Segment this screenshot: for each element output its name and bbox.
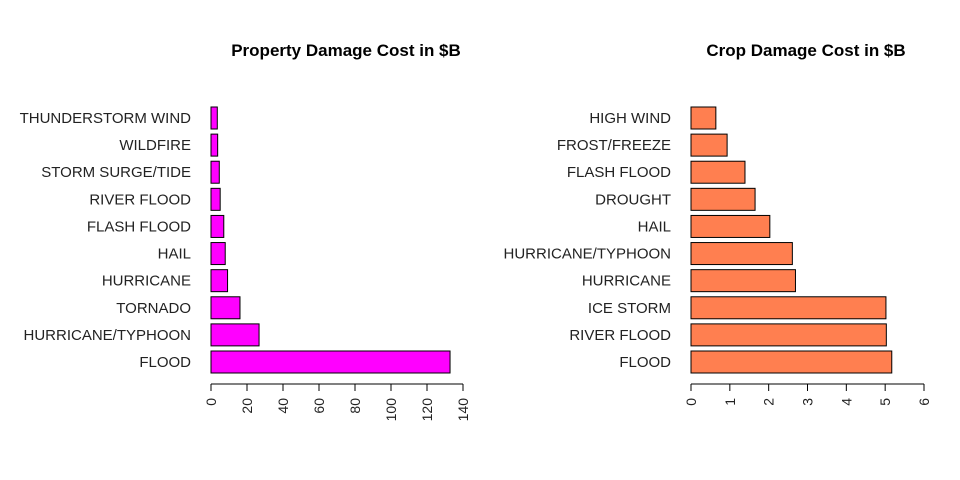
property-x-tick-label: 60 (311, 398, 327, 414)
crop-category-label: FLOOD (619, 354, 671, 371)
crop-category-label: HURRICANE/TYPHOON (503, 246, 671, 263)
crop-category-label: ICE STORM (588, 300, 671, 317)
property-bar-river-flood (210, 187, 221, 211)
property-bar-thunderstorm-wind (210, 106, 218, 130)
property-x-tick-label: 100 (383, 398, 399, 422)
crop-category-label: HIGH WIND (589, 110, 671, 127)
crop-category-label: DROUGHT (595, 191, 671, 208)
property-bar-hail (210, 242, 226, 266)
property-category-label: TORNADO (116, 300, 191, 317)
crop-x-tick-label: 1 (722, 398, 738, 406)
crop-category-label: HAIL (638, 218, 671, 235)
crop-category-label: FLASH FLOOD (567, 164, 671, 181)
crop-bar-drought (690, 187, 756, 211)
property-x-tick-label: 120 (419, 398, 435, 422)
property-bar-storm-surge-tide (210, 160, 220, 184)
crop-x-tick-label: 3 (800, 398, 816, 406)
crop-bar-flood (690, 350, 893, 374)
crop-category-label: FROST/FREEZE (557, 137, 671, 154)
property-x-tick-label: 0 (203, 398, 219, 406)
property-category-label: STORM SURGE/TIDE (41, 164, 191, 181)
property-category-label: HURRICANE (102, 273, 191, 290)
crop-bar-hurricane-typhoon (690, 242, 793, 266)
property-category-label: RIVER FLOOD (89, 191, 191, 208)
property-bar-tornado (210, 296, 241, 320)
property-x-tick-label: 80 (347, 398, 363, 414)
crop-bar-flash-flood (690, 160, 746, 184)
property-bar-wildfire (210, 133, 219, 157)
crop-bar-hurricane (690, 269, 796, 293)
property-category-label: HURRICANE/TYPHOON (23, 327, 191, 344)
crop-bar-ice-storm (690, 296, 887, 320)
property-category-label: THUNDERSTORM WIND (20, 110, 192, 127)
property-plot-area: FLOOD HURRICANE/TYPHOON TORNADO HURRICANE HA… (20, 106, 471, 422)
crop-x-tick-label: 2 (761, 398, 777, 406)
crop-category-label: HURRICANE (582, 273, 671, 290)
property-chart-title: Property Damage Cost in $B (231, 41, 461, 60)
crop-chart-title: Crop Damage Cost in $B (706, 41, 905, 60)
property-bar-hurricane (210, 269, 229, 293)
property-x-tick-label: 140 (455, 398, 471, 422)
crop-bar-hail (690, 214, 771, 238)
property-category-label: FLASH FLOOD (87, 218, 191, 235)
crop-x-tick-label: 4 (838, 398, 854, 406)
property-bar-hurricane-typhoon (210, 323, 260, 347)
crop-x-tick-label: 0 (683, 398, 699, 406)
property-bar-flood (210, 350, 451, 374)
crop-bar-frost-freeze (690, 133, 728, 157)
property-category-label: WILDFIRE (119, 137, 191, 154)
crop-damage-chart: Crop Damage Cost in $B FLOOD RIVER FLOOD I… (503, 41, 932, 406)
crop-category-label: RIVER FLOOD (569, 327, 671, 344)
property-category-label: HAIL (158, 246, 191, 263)
crop-bar-high-wind (690, 106, 717, 130)
property-damage-chart: Property Damage Cost in $B FLOOD HURRICAN… (20, 41, 471, 421)
crop-x-tick-label: 5 (877, 398, 893, 406)
property-x-tick-label: 20 (239, 398, 255, 414)
property-bar-flash-flood (210, 214, 225, 238)
property-x-tick-label: 40 (275, 398, 291, 414)
crop-plot-area: FLOOD RIVER FLOOD ICE STORM HURRICANE HURRIC… (503, 106, 932, 406)
crop-x-tick-label: 6 (916, 398, 932, 406)
property-category-label: FLOOD (139, 354, 191, 371)
crop-bar-river-flood (690, 323, 887, 347)
